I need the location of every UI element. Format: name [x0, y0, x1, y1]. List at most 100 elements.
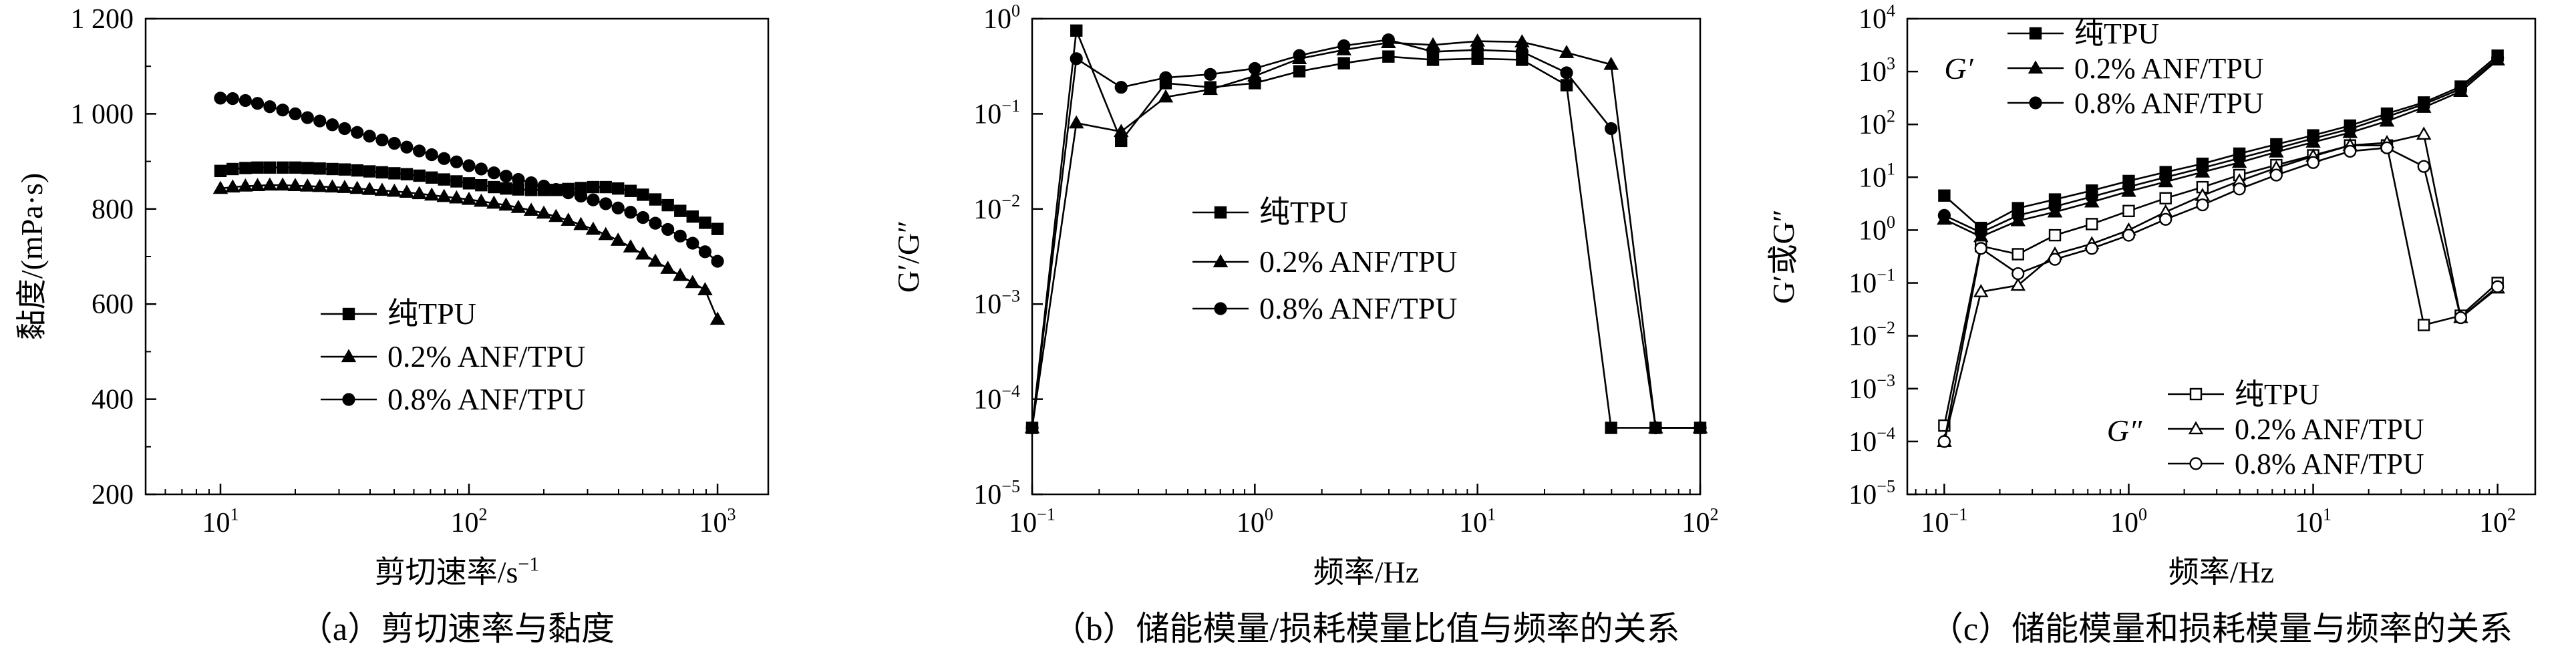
data-point [512, 173, 525, 186]
data-point [426, 171, 438, 184]
y-tick-label: 10−1 [1848, 265, 1895, 299]
data-point [2085, 190, 2098, 203]
y-tick-label-exponent: 2 [1887, 107, 1895, 126]
legend-label: 纯TPU [2235, 378, 2319, 411]
data-point [598, 226, 613, 240]
series-line [1943, 133, 2499, 442]
data-point [2048, 228, 2062, 242]
data-point [338, 163, 351, 176]
legend-marker [1214, 206, 1227, 219]
data-point [2233, 152, 2246, 165]
data-point [1605, 122, 1618, 136]
series-1 [212, 177, 726, 325]
data-point [524, 176, 538, 190]
data-point [2086, 218, 2098, 230]
x-tick-label: 102 [1681, 504, 1718, 538]
y-tick-label-base: 10 [1848, 427, 1877, 458]
data-point [488, 180, 500, 194]
series-5 [1937, 141, 2505, 448]
data-point [313, 162, 326, 175]
data-point [499, 170, 513, 183]
x-tick-label-base: 10 [1009, 508, 1037, 538]
data-point [537, 180, 550, 193]
data-point [351, 126, 364, 139]
x-tick-label-base: 10 [451, 508, 479, 538]
data-point [647, 253, 663, 267]
y-tick-label: 10−3 [973, 287, 1020, 321]
data-point [699, 216, 711, 229]
y-tick-label: 10−4 [973, 381, 1020, 416]
legend-label: 0.2% ANF/TPU [2074, 52, 2264, 85]
data-point [711, 255, 724, 268]
data-point [2048, 253, 2062, 266]
data-point [2233, 182, 2246, 196]
data-point [1204, 67, 1217, 81]
y-tick-label: 10−4 [1848, 424, 1895, 458]
data-point [461, 191, 477, 205]
x-tick-label-base: 10 [1921, 508, 1949, 538]
data-point [326, 162, 339, 176]
x-tick-label-exponent: 2 [2507, 504, 2516, 524]
data-point [2306, 156, 2320, 169]
y-tick-label: 102 [1859, 107, 1895, 141]
data-point [1382, 33, 1395, 47]
data-point [612, 182, 625, 195]
data-point [510, 200, 526, 213]
legend-marker [2189, 387, 2203, 401]
data-point [399, 184, 415, 198]
plot-frame [1906, 17, 2537, 496]
data-point [474, 193, 489, 207]
data-point [1515, 45, 1528, 58]
data-point [412, 186, 427, 200]
x-tick-label: 100 [2110, 504, 2147, 538]
y-tick-label: 600 [92, 289, 134, 320]
y-tick-label-base: 10 [1859, 4, 1887, 35]
legend: 纯TPU 0.2% ANF/TPU 0.8% ANF/TPU [321, 297, 585, 416]
data-point [275, 177, 291, 191]
data-point [1158, 89, 1174, 103]
y-tick-label-exponent: −2 [1001, 191, 1020, 210]
data-point [312, 178, 327, 192]
data-point [301, 162, 314, 174]
data-point [349, 180, 365, 194]
data-point [574, 189, 588, 203]
y-tick-label: 400 [92, 385, 134, 416]
data-point [500, 182, 512, 195]
data-point [374, 182, 390, 196]
data-point [2122, 228, 2136, 242]
y-tick-label-exponent: 4 [1887, 1, 1895, 20]
y-tick-label-exponent: −5 [1001, 476, 1020, 496]
series-line [1943, 146, 2499, 442]
data-point [1070, 24, 1083, 37]
data-point [450, 155, 463, 168]
legend-label: 纯TPU [1259, 195, 1348, 229]
data-point [239, 162, 252, 174]
data-point [649, 216, 662, 230]
y-tick-label: 10−2 [973, 191, 1020, 225]
x-axis-label: 剪切速率/s−1 [375, 553, 540, 589]
data-point [711, 222, 724, 235]
y-axis-label: G′/G″ [891, 220, 925, 293]
data-point [698, 245, 712, 259]
x-tick-label: 101 [2295, 504, 2331, 538]
data-point [610, 232, 626, 246]
y-axis-label: G′或G″ [1766, 209, 1800, 304]
data-point [474, 162, 488, 176]
y-tick-label: 104 [1859, 1, 1895, 35]
data-point [1974, 242, 1987, 255]
data-point [661, 198, 674, 212]
data-point [2380, 110, 2394, 124]
legend-marker [341, 349, 357, 363]
data-point [611, 201, 625, 214]
legend-label: 0.8% ANF/TPU [2074, 87, 2264, 120]
data-point [462, 177, 476, 190]
data-point [2306, 132, 2320, 145]
y-tick-label-exponent: −3 [1001, 287, 1020, 306]
data-point [214, 164, 227, 178]
data-point [1025, 421, 1039, 435]
x-tick-label-base: 10 [202, 508, 230, 538]
x-tick-label: 102 [451, 504, 488, 538]
data-point [438, 173, 450, 186]
